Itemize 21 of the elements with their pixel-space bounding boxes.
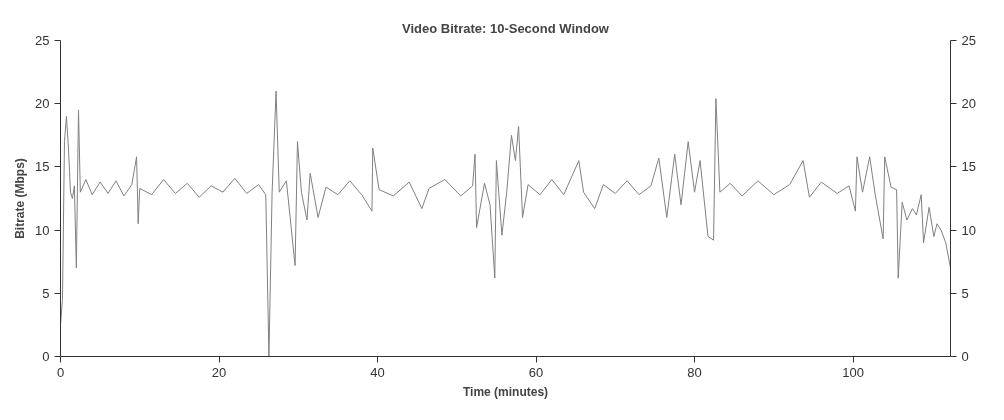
x-tick-label: 60 [528, 364, 544, 380]
y2-tick-label: 10 [961, 222, 976, 238]
y-axis-title: Bitrate (Mbps) [13, 158, 28, 239]
x-tick-label: 100 [842, 364, 864, 380]
y2-tick-label: 25 [961, 33, 976, 48]
y-tick-label: 0 [42, 349, 50, 364]
x-tick-label: 20 [211, 364, 227, 380]
y-tick-label: 25 [35, 33, 50, 48]
x-tick-label: 0 [56, 364, 65, 380]
y2-tick-label: 20 [961, 96, 976, 112]
y-tick-label: 10 [35, 222, 50, 238]
y2-tick-label: 15 [961, 159, 976, 175]
y2-tick-label: 0 [961, 349, 969, 364]
x-tick-label: 40 [370, 364, 385, 380]
x-axis-title: Time (minutes) [462, 384, 549, 399]
y-tick-label: 15 [35, 159, 50, 175]
y-tick-label: 20 [35, 96, 50, 112]
x-tick-label: 80 [687, 364, 702, 380]
y2-tick-label: 5 [961, 285, 969, 301]
chart-title: Video Bitrate: 10-Second Window [402, 20, 610, 36]
y-tick-label: 5 [42, 285, 50, 301]
